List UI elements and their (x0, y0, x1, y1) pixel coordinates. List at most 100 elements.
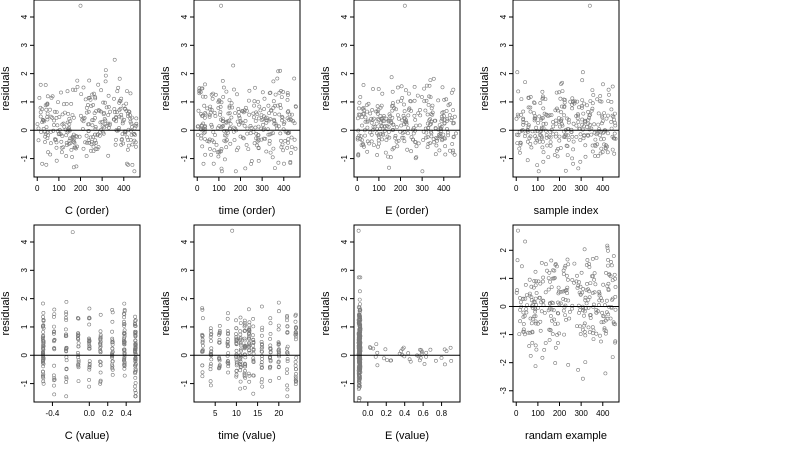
data-point (67, 138, 72, 143)
data-point (591, 331, 595, 336)
data-point (371, 124, 376, 129)
data-point (375, 111, 380, 116)
data-point (292, 137, 297, 142)
data-point (45, 94, 50, 99)
data-point (544, 121, 548, 126)
data-point (386, 154, 390, 159)
data-point (208, 104, 213, 109)
data-point (110, 342, 115, 347)
data-point (44, 107, 49, 112)
data-point (133, 359, 138, 364)
data-point (238, 315, 243, 320)
data-point (537, 114, 542, 119)
data-point (239, 364, 243, 369)
data-point (525, 158, 530, 163)
x-tick-label: 0.4 (399, 409, 411, 418)
data-point (278, 68, 283, 73)
data-point (276, 323, 281, 328)
data-point (200, 349, 205, 354)
data-point (268, 150, 273, 155)
data-point (555, 148, 559, 153)
data-point (217, 332, 221, 337)
data-point (609, 100, 614, 104)
data-point (581, 308, 586, 313)
data-point (523, 80, 528, 85)
data-point (528, 105, 533, 110)
data-point (211, 140, 216, 145)
data-point (268, 117, 273, 122)
y-tick-label: 1 (340, 99, 349, 104)
data-point (360, 138, 364, 143)
data-point (539, 309, 544, 314)
data-point (238, 368, 243, 373)
data-point (255, 139, 260, 144)
data-point (71, 165, 76, 170)
data-point (276, 300, 281, 305)
data-point (541, 159, 546, 164)
points-8 (514, 228, 618, 381)
data-point (588, 112, 593, 117)
data-point (45, 117, 50, 122)
data-point (599, 320, 604, 325)
data-point (243, 166, 248, 171)
data-point (93, 116, 97, 120)
data-point (596, 122, 601, 127)
data-point (416, 141, 421, 146)
data-point (380, 137, 385, 142)
data-point (442, 114, 446, 118)
data-point (528, 330, 533, 335)
data-point (286, 137, 291, 142)
data-point (64, 327, 68, 332)
data-point (87, 122, 91, 127)
data-point (252, 99, 257, 104)
data-point (378, 105, 383, 110)
data-point (358, 346, 362, 351)
data-point (226, 360, 231, 365)
data-point (551, 268, 555, 273)
data-point (357, 317, 362, 322)
points-4 (514, 3, 618, 174)
plot-frame (512, 0, 620, 178)
data-point (361, 106, 366, 110)
data-point (238, 355, 243, 360)
data-point (81, 146, 86, 151)
data-point (199, 112, 204, 116)
data-point (577, 105, 581, 110)
data-point (566, 120, 571, 125)
data-point (35, 122, 40, 127)
data-point (613, 340, 618, 345)
data-point (41, 381, 46, 386)
data-point (540, 89, 545, 94)
data-point (400, 131, 405, 135)
data-point (451, 87, 456, 92)
data-point (575, 324, 579, 329)
data-point (242, 329, 247, 333)
data-point (400, 135, 405, 140)
data-point (287, 112, 292, 117)
data-point (246, 331, 251, 336)
data-point (560, 89, 565, 94)
data-point (612, 151, 617, 156)
y-tick-label: 0 (340, 352, 349, 357)
data-point (208, 335, 213, 340)
data-point (268, 90, 273, 95)
data-point (285, 394, 290, 399)
data-point (59, 139, 64, 144)
data-point (110, 349, 115, 354)
data-point (294, 334, 298, 339)
data-point (272, 166, 277, 171)
data-point (278, 131, 283, 136)
data-point (584, 263, 589, 267)
data-point (268, 331, 273, 336)
data-point (267, 138, 272, 143)
data-point (243, 328, 248, 333)
data-point (534, 321, 538, 326)
data-point (87, 384, 92, 389)
data-point (90, 118, 95, 123)
data-point (267, 141, 272, 146)
x-tick-label: 15 (253, 409, 262, 418)
data-point (532, 111, 536, 116)
data-point (570, 303, 575, 308)
data-point (276, 309, 281, 314)
data-point (246, 336, 251, 341)
